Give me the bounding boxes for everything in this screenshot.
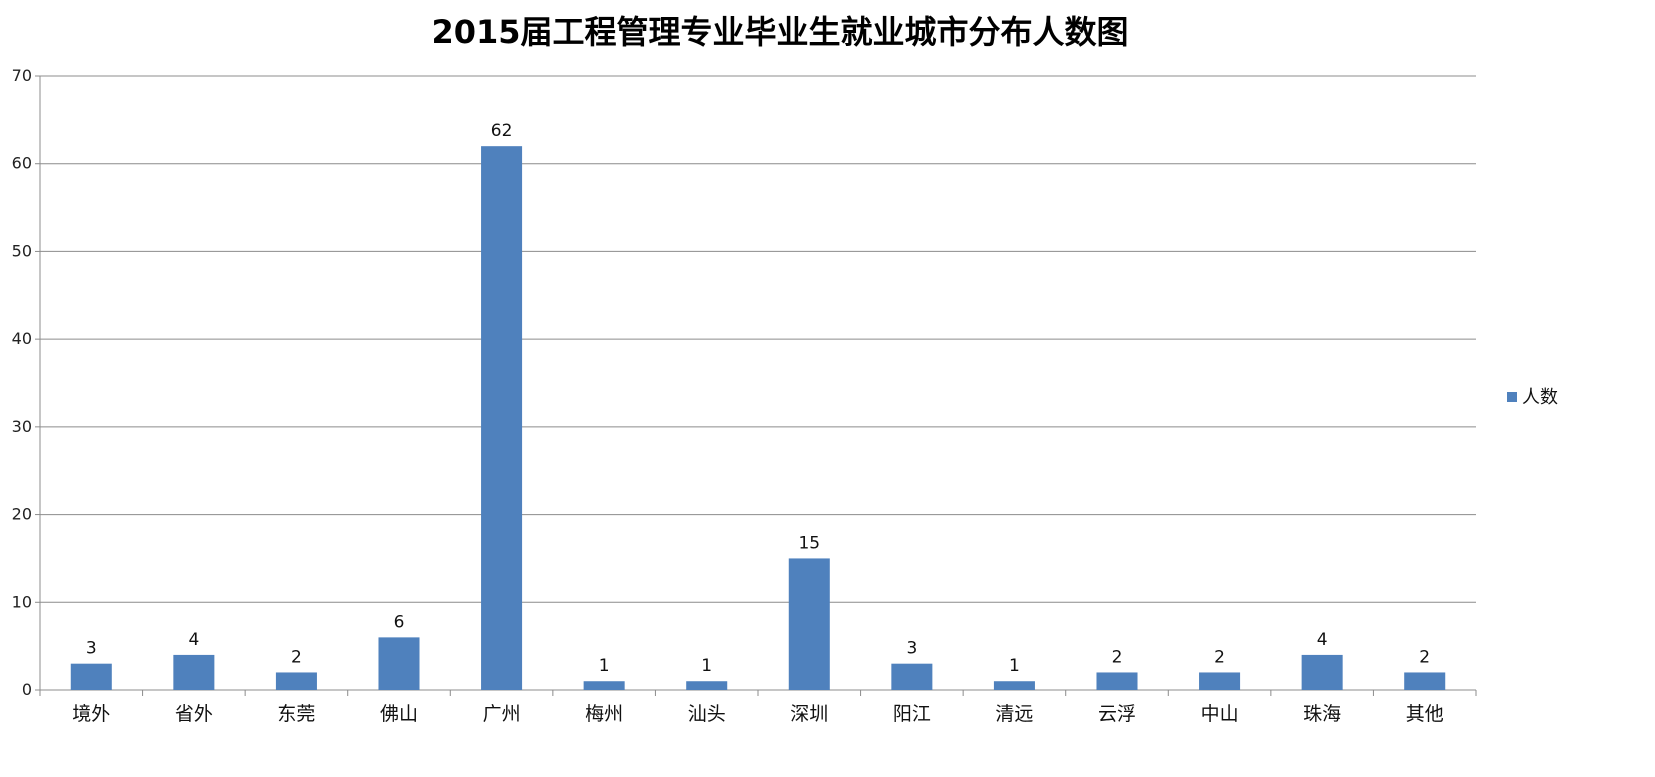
y-tick-label-10: 10 bbox=[12, 592, 32, 611]
bar-云浮 bbox=[1096, 672, 1138, 690]
data-label-深圳: 15 bbox=[798, 533, 820, 553]
data-label-佛山: 6 bbox=[394, 612, 405, 632]
data-label-中山: 2 bbox=[1214, 647, 1225, 667]
x-tick-label-清远: 清远 bbox=[995, 703, 1033, 725]
bar-汕头 bbox=[686, 681, 728, 690]
x-tick-label-境外: 境外 bbox=[72, 703, 110, 725]
x-tick-label-阳江: 阳江 bbox=[893, 703, 931, 725]
bar-广州 bbox=[481, 146, 523, 690]
x-tick-label-中山: 中山 bbox=[1201, 703, 1239, 725]
bar-清远 bbox=[993, 681, 1035, 690]
bar-梅州 bbox=[583, 681, 625, 690]
x-tick-label-珠海: 珠海 bbox=[1303, 703, 1341, 725]
bar-中山 bbox=[1199, 672, 1241, 690]
data-label-梅州: 1 bbox=[599, 656, 610, 676]
legend-swatch bbox=[1507, 392, 1517, 402]
data-label-阳江: 3 bbox=[906, 639, 917, 659]
data-label-云浮: 2 bbox=[1112, 647, 1123, 667]
x-tick-label-深圳: 深圳 bbox=[790, 703, 828, 725]
data-label-珠海: 4 bbox=[1317, 630, 1328, 650]
y-tick-label-30: 30 bbox=[12, 417, 32, 436]
x-tick-label-汕头: 汕头 bbox=[688, 703, 726, 725]
bar-东莞 bbox=[275, 672, 317, 690]
y-tick-label-40: 40 bbox=[12, 329, 32, 348]
legend: 人数 bbox=[1507, 387, 1558, 408]
bar-其他 bbox=[1404, 672, 1446, 690]
chart-title: 2015届工程管理专业毕业生就业城市分布人数图 bbox=[431, 13, 1129, 51]
data-label-广州: 62 bbox=[491, 121, 513, 141]
data-label-境外: 3 bbox=[86, 639, 97, 659]
x-tick-label-梅州: 梅州 bbox=[585, 703, 623, 725]
y-tick-label-60: 60 bbox=[12, 154, 32, 173]
data-label-省外: 4 bbox=[188, 630, 199, 650]
gridlines bbox=[40, 75, 1476, 603]
x-tick-label-其他: 其他 bbox=[1406, 703, 1444, 725]
y-tick-label-20: 20 bbox=[12, 505, 32, 524]
legend-label: 人数 bbox=[1522, 387, 1558, 408]
bar-深圳 bbox=[788, 558, 830, 690]
bar-境外 bbox=[70, 663, 112, 690]
data-label-清远: 1 bbox=[1009, 656, 1020, 676]
axes bbox=[35, 75, 1477, 696]
bar-佛山 bbox=[378, 637, 420, 690]
data-label-汕头: 1 bbox=[701, 656, 712, 676]
y-tick-label-50: 50 bbox=[12, 241, 32, 260]
y-tick-label-0: 0 bbox=[22, 680, 32, 699]
x-tick-label-佛山: 佛山 bbox=[380, 703, 418, 725]
data-label-东莞: 2 bbox=[291, 647, 302, 667]
bars bbox=[70, 146, 1446, 690]
x-tick-label-省外: 省外 bbox=[175, 703, 213, 725]
x-tick-label-云浮: 云浮 bbox=[1098, 703, 1136, 725]
x-tick-label-东莞: 东莞 bbox=[277, 703, 315, 725]
y-tick-label-70: 70 bbox=[12, 66, 32, 85]
x-tick-label-广州: 广州 bbox=[483, 703, 521, 725]
bar-省外 bbox=[173, 654, 215, 690]
bar-珠海 bbox=[1301, 654, 1343, 690]
labels: 0 10 20 30 40 50 60 70 3 境外 4 省外 2 东莞 6 佛山 62 广州 1 梅州 1 汕头 15 深… bbox=[12, 66, 1444, 725]
data-label-其他: 2 bbox=[1419, 647, 1430, 667]
bar-阳江 bbox=[891, 663, 933, 690]
